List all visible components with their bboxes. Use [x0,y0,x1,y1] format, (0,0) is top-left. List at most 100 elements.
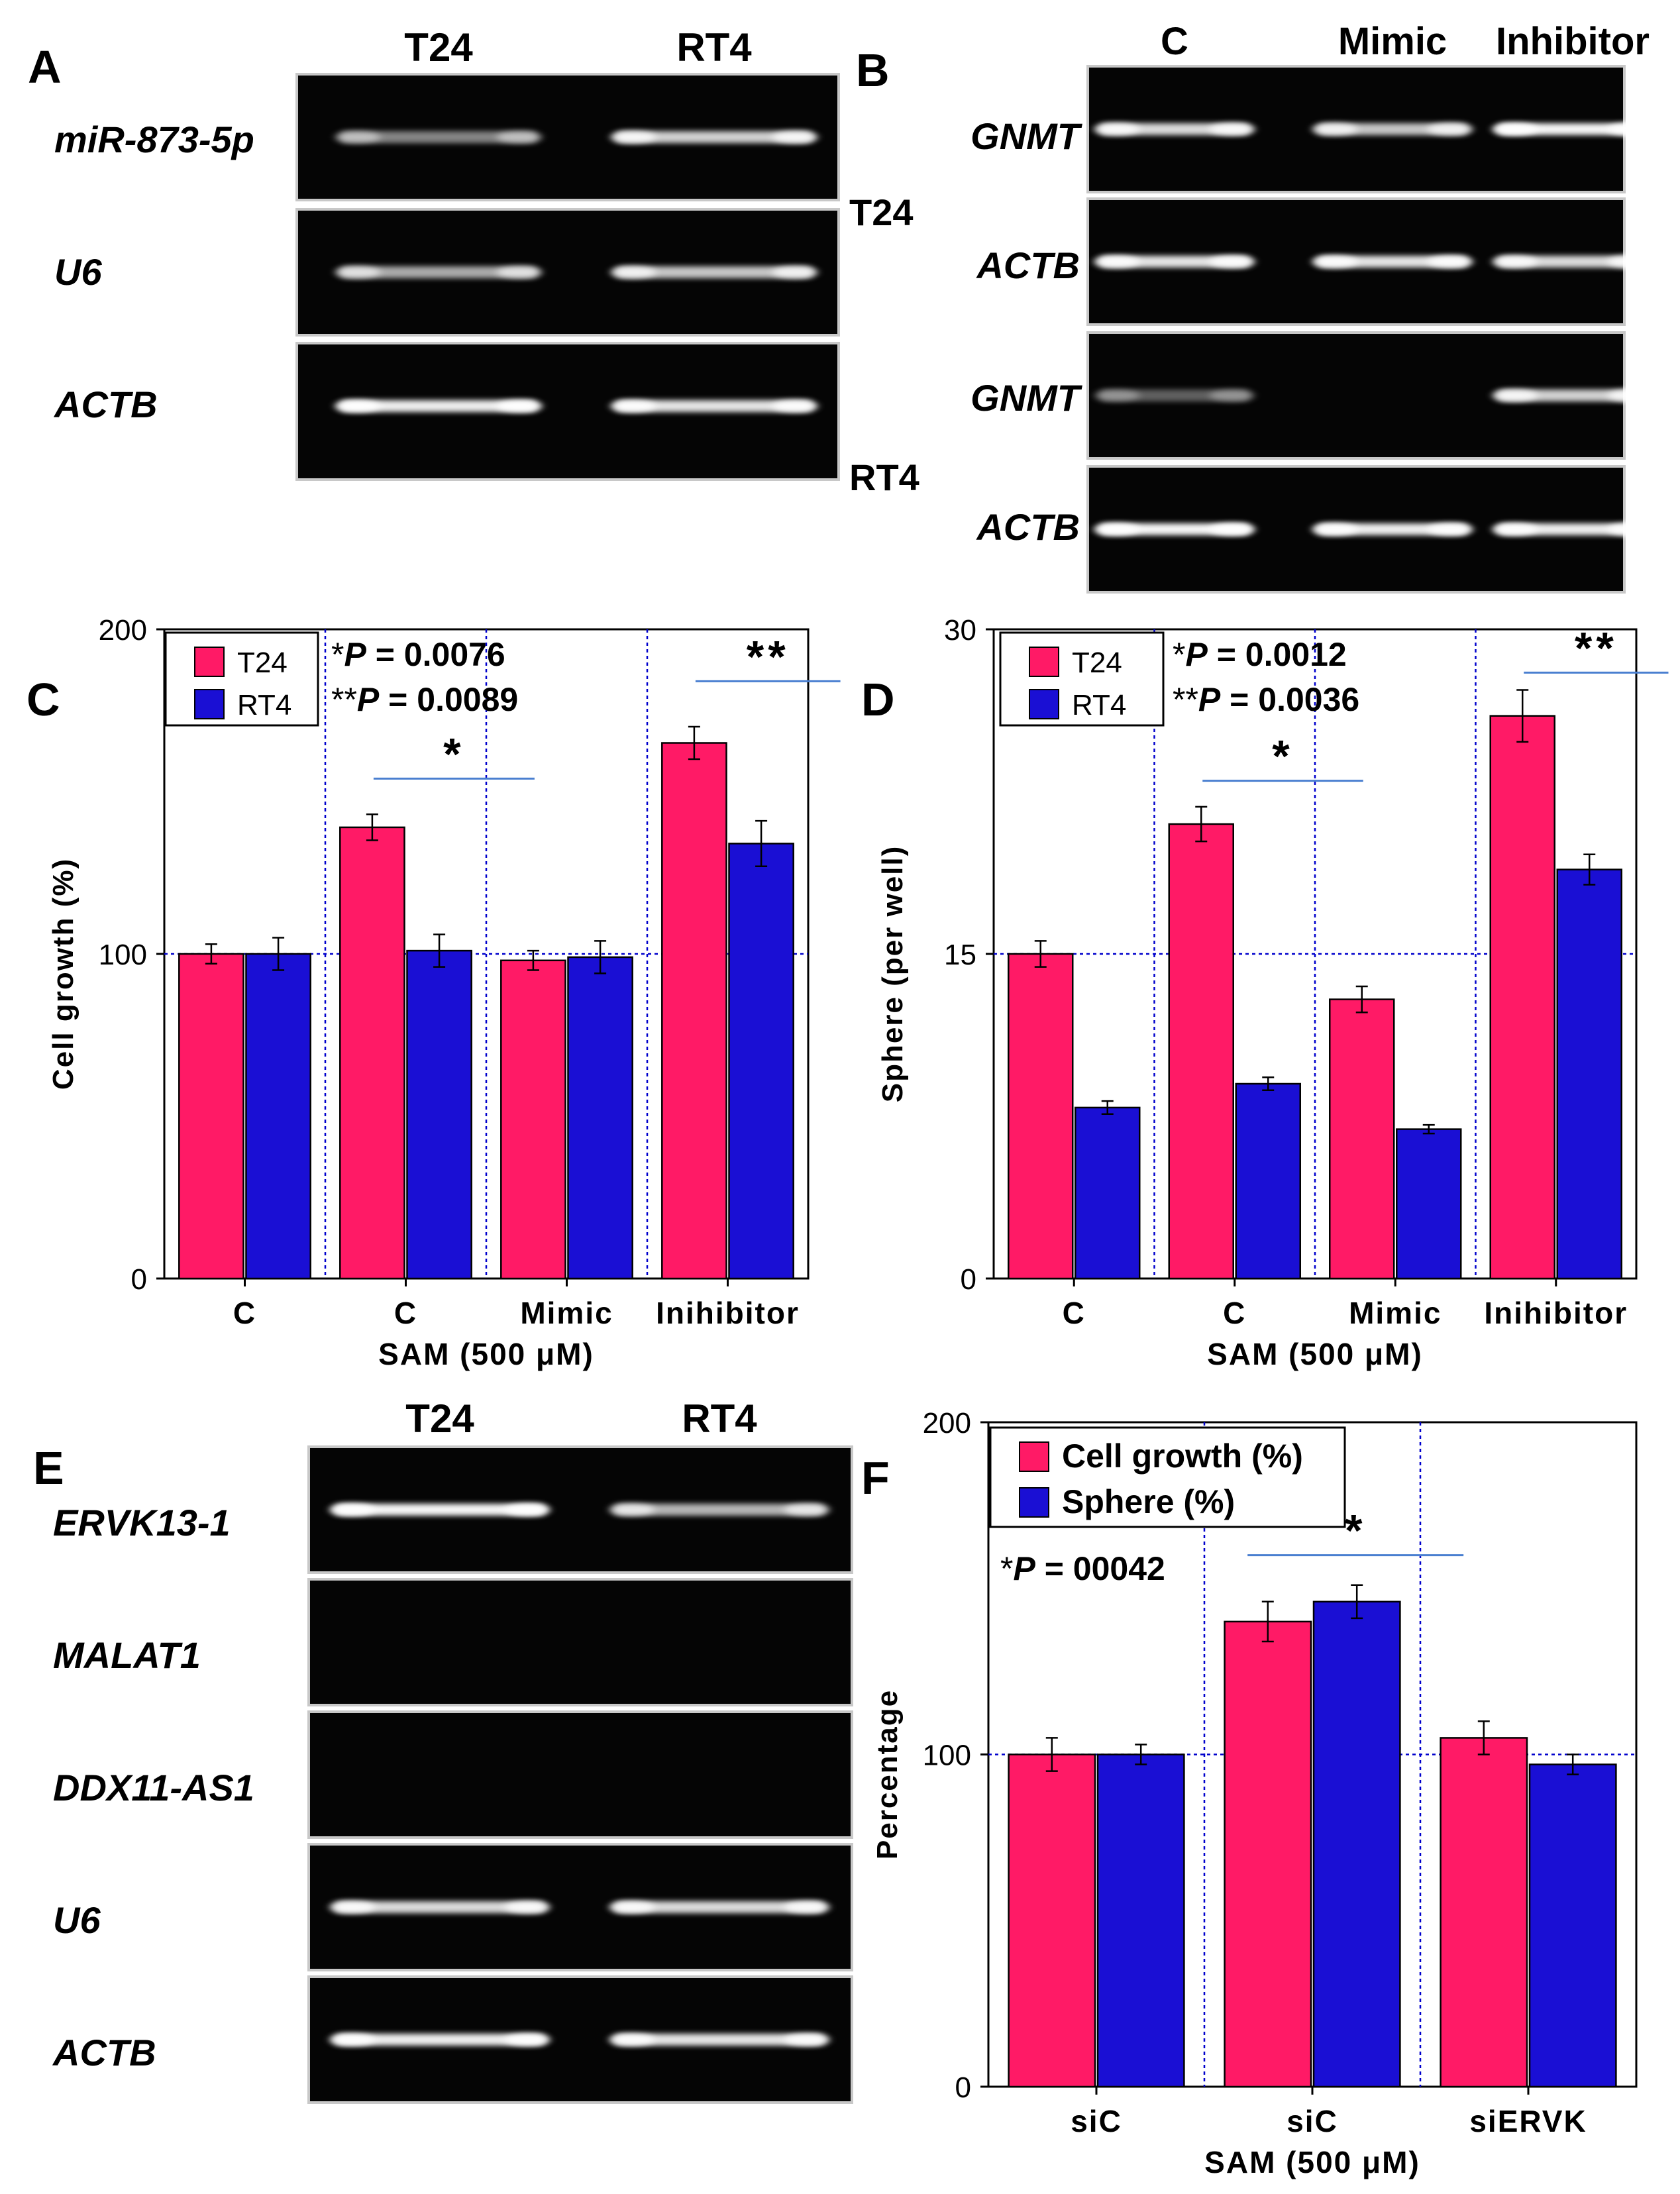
chart-d-stat-p-0: P [1185,636,1208,673]
panel-b-letter: B [856,44,890,96]
b-band-end-r0-c1-1 [1428,123,1473,135]
chart-c-category-label-2: Mimic [520,1296,613,1330]
b-band-end-r1-c0-1 [1210,256,1255,268]
b-band-r3-c1 [1316,523,1469,535]
e-band-end-r0-c0-1 [505,1504,550,1516]
b-band-end-r1-c1-1 [1428,256,1473,268]
chart-d-stat-p-1: P [1198,681,1221,718]
chart-d-stat-0: *P = 0.0012 [1173,636,1347,673]
chart-f-bar-0-0 [1008,1753,1096,2088]
chart-c-bar-1-0 [245,953,311,1280]
e-band-end-r3-c0-1 [505,1901,550,1913]
panel-a-bands [335,131,817,412]
b-band-end-r2-c0-1 [1210,390,1255,401]
chart-c-category-label-0: C [233,1296,256,1330]
chart-c-stat-value-1: = 0.0089 [379,681,518,718]
b-band-end-r2-c2-1 [1608,390,1653,401]
chart-d-category-label-3: Inihibitor [1484,1296,1628,1330]
a-band-end-r1-c1-0 [611,266,656,278]
a-band-end-r0-c1-0 [611,131,656,143]
a-band-r0-c0 [339,131,538,143]
panel-e-row-label-1: MALAT1 [53,1634,201,1676]
chart-c-bar-0-1 [339,826,405,1280]
b-band-end-r2-c2-0 [1493,390,1538,401]
chart-f: 0 100 200 Percentage siC siC siERVK SAM (500 μM… [871,1407,1638,2179]
chart-f-bar-1-2 [1528,1763,1617,2088]
a-band-r0-c1 [615,131,814,143]
b-band-r1-c2 [1496,256,1649,268]
panel-e-gel-row-1 [307,1578,853,1706]
panel-e-row-label-0: ERVK13-1 [53,1502,231,1543]
chart-c-bar-0-0 [178,953,244,1280]
b-band-end-r0-c0-0 [1094,123,1139,135]
chart-c-stat-0: *P = 0.0076 [331,636,505,673]
e-band-end-r0-c1-0 [609,1504,655,1516]
b-band-r3-c2 [1496,523,1649,535]
e-band-end-r4-c1-0 [609,2034,655,2046]
chart-f-ytick-label-2: 200 [923,1407,971,1439]
chart-d-ytick-label-1: 15 [944,939,976,971]
chart-f-stat-p-0: P [1013,1550,1035,1587]
chart-d-legend-label-0: T24 [1072,647,1122,679]
e-band-r0-c0 [334,1504,546,1516]
chart-f-legend [989,1426,1346,1528]
panel-b-row-label-2: GNMT [971,377,1083,419]
chart-c-legend-swatch-1 [194,689,225,719]
e-band-end-r0-c1-1 [784,1504,829,1516]
panel-b-bands [1094,123,1653,535]
chart-c-ytick-label-2: 200 [99,614,147,647]
panel-b-row-label-0: GNMT [971,115,1083,157]
b-band-r1-c1 [1316,256,1469,268]
e-band-end-r4-c0-0 [330,2034,375,2046]
e-band-end-r3-c1-1 [784,1901,829,1913]
panel-a-row-label-0: miR-873-5p [54,119,254,160]
chart-d-bar-1-0 [1075,1106,1141,1280]
b-band-end-r0-c2-1 [1608,123,1653,135]
panel-b-row-label-3: ACTB [975,506,1080,548]
b-band-end-r1-c1-0 [1312,256,1357,268]
b-band-end-r1-c2-0 [1493,256,1538,268]
chart-d-legend-swatch-0 [1029,647,1059,677]
panel-b-col-label-1: Mimic [1338,20,1447,63]
panel-a-row-label-1: U6 [54,251,102,293]
chart-d-bar-0-1 [1168,823,1234,1280]
panel-b: B C Mimic Inhibitor GNMT ACTB GNMT ACTB [856,20,1653,594]
chart-d-bar-0-2 [1329,998,1395,1280]
a-band-end-r0-c0-0 [335,131,380,143]
chart-d-stat-prefix-1: ** [1173,681,1198,718]
chart-c: 0 100 200 Cell growth (%) C C Mimic Inihibitor S… [47,614,841,1371]
chart-f-ytick-label-1: 100 [923,1740,971,1772]
chart-d-legend-label-1: RT4 [1072,689,1126,721]
chart-d-bar-0-3 [1489,715,1555,1280]
chart-d-stat-value-0: = 0.0012 [1208,636,1347,673]
b-band-r1-c0 [1098,256,1251,268]
chart-f-stat-value-0: = 00042 [1035,1550,1165,1587]
a-band-end-r2-c0-0 [335,400,380,412]
chart-d-bar-1-3 [1556,868,1622,1280]
chart-c-legend-label-0: T24 [237,647,288,679]
a-band-end-r2-c1-0 [611,400,656,412]
chart-c-stat-1: **P = 0.0089 [331,681,518,718]
chart-f-legend-swatch-0 [1019,1441,1049,1472]
chart-c-bar-1-1 [406,949,472,1280]
b-band-end-r3-c0-0 [1094,523,1139,535]
e-band-r4-c0 [334,2034,546,2046]
a-band-end-r2-c0-1 [497,400,542,412]
e-band-end-r4-c1-1 [784,2034,829,2046]
chart-c-sig-symbol-0: * [443,729,464,779]
chart-d-ylabel: Sphere (per well) [876,845,909,1103]
chart-d-category-label-2: Mimic [1349,1296,1442,1330]
b-band-end-r0-c2-0 [1493,123,1538,135]
panel-e-gel-row-2 [307,1710,853,1839]
chart-c-bar-1-2 [567,956,633,1280]
e-band-r0-c1 [613,1504,825,1516]
chart-c-legend-swatch-0 [194,647,225,677]
chart-d-sig-symbol-0: * [1272,731,1293,782]
chart-c-sig-symbol-1: ** [747,631,790,682]
chart-c-legend [164,631,319,727]
a-band-end-r1-c1-1 [772,266,817,278]
chart-c-xlabel: SAM (500 μM) [378,1337,594,1371]
chart-d-legend [999,631,1165,727]
b-band-end-r3-c1-0 [1312,523,1357,535]
